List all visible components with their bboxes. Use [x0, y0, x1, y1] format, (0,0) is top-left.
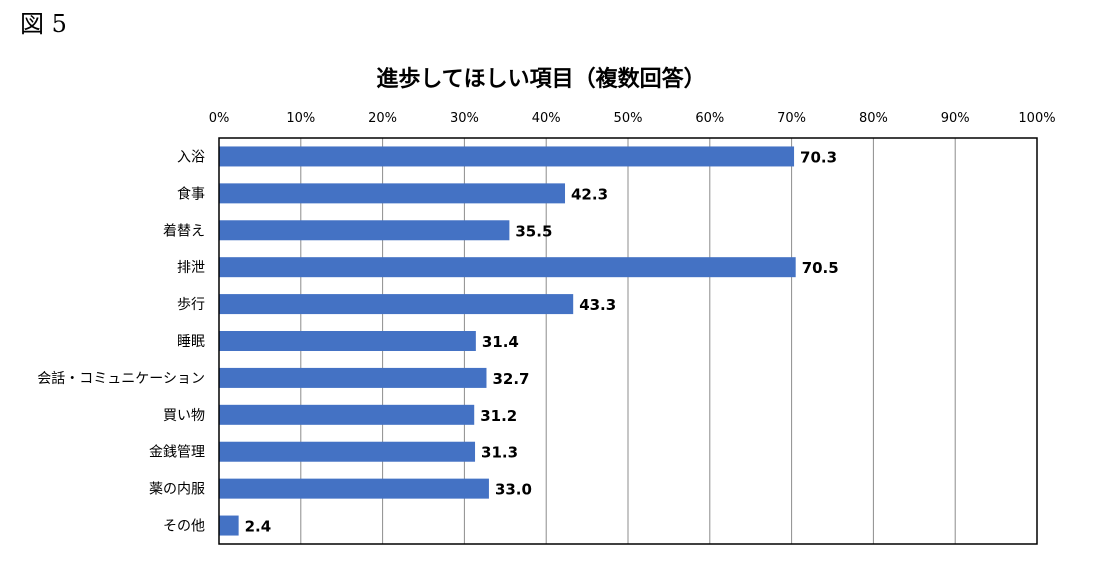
- bar: [219, 294, 574, 315]
- category-label: 買い物: [163, 408, 205, 424]
- category-label: 着替え: [163, 223, 205, 239]
- data-label: 70.3: [800, 148, 837, 166]
- data-label: 70.5: [802, 259, 839, 277]
- bars: [219, 146, 796, 536]
- bar: [219, 183, 566, 204]
- category-label: 入浴: [177, 149, 205, 165]
- category-label: 歩行: [177, 297, 205, 313]
- category-label: 薬の内服: [149, 482, 205, 498]
- bar: [219, 257, 796, 278]
- category-label: 食事: [177, 185, 205, 202]
- category-label: 睡眠: [177, 334, 205, 350]
- data-label: 35.5: [515, 222, 552, 240]
- x-tick-label: 0%: [209, 111, 230, 126]
- data-label: 2.4: [245, 518, 272, 536]
- x-tick-label: 10%: [286, 111, 315, 126]
- bar: [219, 367, 487, 388]
- data-label: 31.3: [481, 444, 518, 462]
- x-tick-label: 90%: [941, 111, 970, 126]
- x-tick-label: 30%: [450, 111, 479, 126]
- category-label: その他: [163, 519, 205, 535]
- x-tick-label: 20%: [368, 111, 397, 126]
- data-label: 32.7: [492, 370, 529, 388]
- value-labels: 70.3 42.3 35.5 70.5 43.3 31.4 32.7 31.2 31.3 33.0…: [245, 148, 839, 535]
- x-tick-label: 40%: [532, 111, 561, 126]
- category-label: 会話・コミュニケーション: [37, 370, 205, 387]
- category-label: 金銭管理: [149, 445, 205, 461]
- bar: [219, 441, 476, 462]
- bar: [219, 146, 795, 167]
- bar: [219, 404, 475, 425]
- bar: [219, 331, 476, 351]
- figure-label: 図 5: [20, 10, 67, 38]
- bar: [219, 478, 489, 499]
- bar: [219, 515, 239, 536]
- x-tick-label: 70%: [777, 111, 806, 126]
- bar: [219, 220, 510, 241]
- x-tick-label: 100%: [1018, 111, 1055, 126]
- data-label: 31.4: [482, 333, 519, 351]
- category-label: 排泄: [177, 260, 205, 276]
- x-tick-label: 80%: [859, 111, 888, 126]
- x-tick-label: 50%: [614, 111, 643, 126]
- data-label: 31.2: [480, 407, 517, 425]
- data-label: 42.3: [571, 185, 608, 203]
- plot-area-frame: [218, 137, 1038, 545]
- x-axis-ticks: 0% 10% 20% 30% 40% 50% 60% 70% 80% 90% 100%: [209, 111, 1056, 126]
- data-label: 33.0: [495, 481, 532, 499]
- chart-title: 進歩してほしい項目（複数回答）: [376, 66, 705, 92]
- data-label: 43.3: [579, 296, 616, 314]
- x-tick-label: 60%: [695, 111, 724, 126]
